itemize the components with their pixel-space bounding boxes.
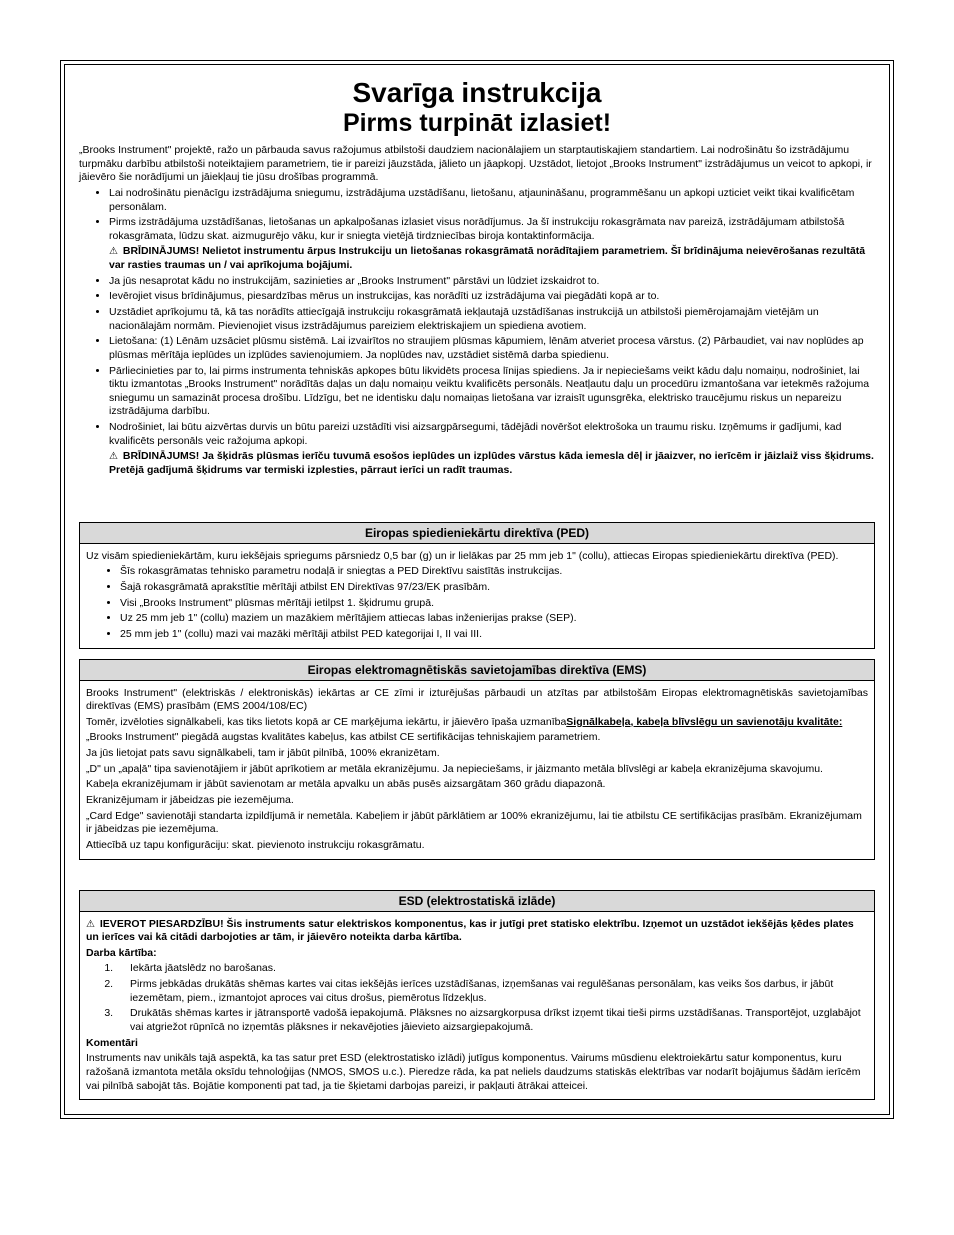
bullet-text: Uzstādiet aprīkojumu tā, kā tas norādīts… bbox=[109, 306, 819, 332]
ped-section: Eiropas spiedieniekārtu direktīva (PED) … bbox=[79, 522, 875, 649]
esd-step-item: Pirms jebkādas drukātās shēmas kartes va… bbox=[116, 978, 868, 1005]
emc-section: Eiropas elektromagnētiskās savietojamība… bbox=[79, 659, 875, 860]
esd-section: ESD (elektrostatiskā izlāde) ⚠ IEVEROT P… bbox=[79, 890, 875, 1101]
emc-p1: Brooks Instrument" (elektriskās / elektr… bbox=[86, 687, 868, 714]
bullet-text: Ja jūs nesaprotat kādu no instrukcijām, … bbox=[109, 275, 599, 287]
warning-text: BRĪDINĀJUMS! Nelietot instrumentu ārpus … bbox=[109, 245, 865, 271]
ped-intro: Uz visām spiedieniekārtām, kuru iekšējai… bbox=[86, 550, 868, 564]
ped-bullet-item: Šajā rokasgrāmatā aprakstītie mērītāji a… bbox=[120, 581, 868, 595]
emc-header: Eiropas elektromagnētiskās savietojamība… bbox=[80, 660, 874, 681]
esd-step-item: Drukātās shēmas kartes ir jātransportē v… bbox=[116, 1007, 868, 1034]
esd-body: ⚠ IEVEROT PIESARDZĪBU! Šis instruments s… bbox=[80, 912, 874, 1100]
main-bullet-list: Lai nodrošinātu pienācīgu izstrādājuma s… bbox=[79, 187, 875, 478]
esd-step-item: Iekārta jāatslēdz no barošanas. bbox=[116, 962, 868, 976]
ped-bullet-item: Visi „Brooks Instrument" plūsmas mērītāj… bbox=[120, 597, 868, 611]
bullet-text: Ievērojiet visus brīdinājumus, piesardzī… bbox=[109, 290, 659, 302]
ped-bullet-item: Uz 25 mm jeb 1" (collu) maziem un mazāki… bbox=[120, 612, 868, 626]
sub-title: Pirms turpināt izlasiet! bbox=[79, 109, 875, 138]
ped-body: Uz visām spiedieniekārtām, kuru iekšējai… bbox=[80, 544, 874, 648]
page: Svarīga instrukcija Pirms turpināt izlas… bbox=[0, 0, 954, 1159]
main-bullet-item: Uzstādiet aprīkojumu tā, kā tas norādīts… bbox=[109, 306, 875, 333]
nested-warning: ⚠ BRĪDINĀJUMS! Nelietot instrumentu ārpu… bbox=[109, 245, 875, 272]
bullet-text: Lietošana: (1) Lēnām uzsāciet plūsmu sis… bbox=[109, 335, 864, 361]
emc-p4: Ja jūs lietojat pats savu signālkabeli, … bbox=[86, 747, 868, 761]
work-order-label-text: Darba kārtība: bbox=[86, 947, 157, 959]
esd-comments: Instruments nav unikāls tajā aspektā, ka… bbox=[86, 1052, 868, 1093]
main-bullet-item: Lietošana: (1) Lēnām uzsāciet plūsmu sis… bbox=[109, 335, 875, 362]
comments-label-text: Komentāri bbox=[86, 1037, 138, 1049]
emc-p8: „Card Edge" savienotāji standarta izpild… bbox=[86, 810, 868, 837]
bullet-text: Nodrošiniet, lai būtu aizvērtas durvis u… bbox=[109, 421, 841, 447]
main-bullet-item: Lai nodrošinātu pienācīgu izstrādājuma s… bbox=[109, 187, 875, 214]
emc-p2-bold: Signālkabeļa, kabeļa blīvslēgu un savien… bbox=[566, 716, 842, 728]
warning-icon: ⚠ bbox=[86, 918, 95, 931]
nested-warning: ⚠ BRĪDINĀJUMS! Ja šķidrās plūsmas ierīču… bbox=[109, 450, 875, 477]
esd-warning: ⚠ IEVEROT PIESARDZĪBU! Šis instruments s… bbox=[86, 918, 868, 945]
main-title: Svarīga instrukcija bbox=[79, 77, 875, 109]
esd-comments-label: Komentāri bbox=[86, 1037, 868, 1051]
bullet-text: Lai nodrošinātu pienācīgu izstrādājuma s… bbox=[109, 187, 854, 213]
main-bullet-item: Pārliecinieties par to, lai pirms instru… bbox=[109, 365, 875, 420]
bullet-text: Pārliecinieties par to, lai pirms instru… bbox=[109, 365, 869, 418]
main-bullet-item: Pirms izstrādājuma uzstādīšanas, lietoša… bbox=[109, 216, 875, 273]
emc-body: Brooks Instrument" (elektriskās / elektr… bbox=[80, 681, 874, 859]
emc-p7: Ekranizējumam ir jābeidzas pie iezemējum… bbox=[86, 794, 868, 808]
inner-border: Svarīga instrukcija Pirms turpināt izlas… bbox=[64, 64, 890, 1115]
esd-header: ESD (elektrostatiskā izlāde) bbox=[80, 891, 874, 912]
main-bullet-item: Ievērojiet visus brīdinājumus, piesardzī… bbox=[109, 290, 875, 304]
esd-warn-label: IEVEROT PIESARDZĪBU! bbox=[100, 918, 224, 930]
esd-work-order-label: Darba kārtība: bbox=[86, 947, 868, 961]
bullet-text: Pirms izstrādājuma uzstādīšanas, lietoša… bbox=[109, 216, 844, 242]
emc-p5: „D" un „apaļā" tipa savienotājiem ir jāb… bbox=[86, 763, 868, 777]
outer-border: Svarīga instrukcija Pirms turpināt izlas… bbox=[60, 60, 894, 1119]
ped-bullet-item: 25 mm jeb 1" (collu) mazi vai mazāki mēr… bbox=[120, 628, 868, 642]
ped-bullet-list: Šīs rokasgrāmatas tehnisko parametru nod… bbox=[86, 565, 868, 641]
warning-icon: ⚠ bbox=[109, 245, 118, 258]
emc-p2-prefix: Tomēr, izvēloties signālkabeli, kas tiks… bbox=[86, 716, 566, 728]
main-bullet-item: Ja jūs nesaprotat kādu no instrukcijām, … bbox=[109, 275, 875, 289]
emc-p2: Tomēr, izvēloties signālkabeli, kas tiks… bbox=[86, 716, 868, 730]
intro-paragraph: „Brooks Instrument" projektē, ražo un pā… bbox=[79, 144, 875, 185]
warning-icon: ⚠ bbox=[109, 450, 118, 463]
emc-p6: Kabeļa ekranizējumam ir jābūt savienotam… bbox=[86, 778, 868, 792]
emc-p3: „Brooks Instrument" piegādā augstas kval… bbox=[86, 731, 868, 745]
emc-p9: Attiecībā uz tapu konfigurāciju: skat. p… bbox=[86, 839, 868, 853]
esd-steps-list: Iekārta jāatslēdz no barošanas. Pirms jeb… bbox=[86, 962, 868, 1034]
ped-header: Eiropas spiedieniekārtu direktīva (PED) bbox=[80, 523, 874, 544]
warning-text: BRĪDINĀJUMS! Ja šķidrās plūsmas ierīču t… bbox=[109, 450, 874, 476]
main-bullet-item: Nodrošiniet, lai būtu aizvērtas durvis u… bbox=[109, 421, 875, 478]
ped-bullet-item: Šīs rokasgrāmatas tehnisko parametru nod… bbox=[120, 565, 868, 579]
